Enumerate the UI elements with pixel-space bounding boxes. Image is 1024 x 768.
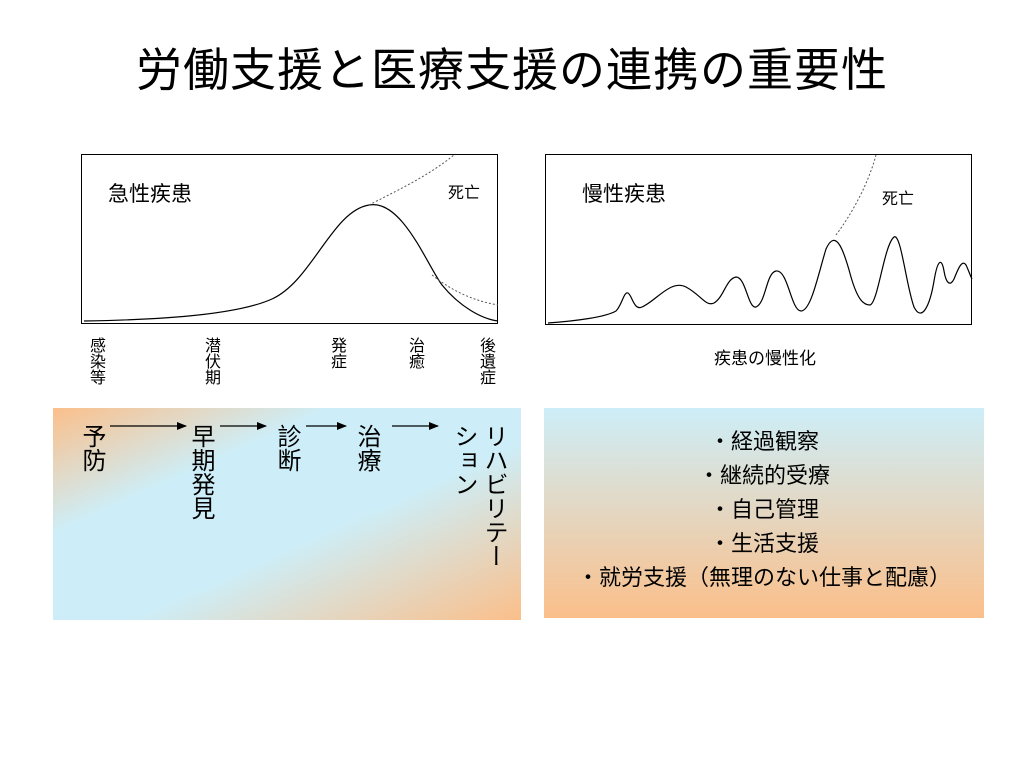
sequelae-dotted-line	[431, 274, 499, 306]
stage-infection: 感染等	[87, 337, 106, 385]
step-diagnosis: 診断	[273, 424, 301, 472]
chronic-disease-label: 慢性疾患	[582, 182, 666, 206]
chronic-care-box	[544, 408, 984, 618]
stage-incubation: 潜伏期	[202, 337, 221, 385]
step-treatment: 治療	[353, 424, 381, 472]
chronic-caption: 疾患の慢性化	[714, 349, 816, 369]
chronic-disease-curve-svg	[547, 155, 973, 324]
chronic-care-list: ・経過観察 ・継続的受療 ・自己管理 ・生活支援 ・就労支援（無理のない仕事と配…	[544, 426, 984, 596]
step-prevention: 予防	[78, 424, 106, 472]
step-rehabilitation: リハビリテーション	[450, 424, 508, 568]
chronic-disease-curve	[547, 236, 973, 324]
care-item-self-management: ・自己管理	[708, 498, 819, 523]
care-item-continuous-treatment: ・継続的受療	[697, 464, 830, 489]
death-dotted-line	[368, 155, 455, 206]
stage-recovery: 治癒	[406, 337, 425, 369]
acute-care-flow-box	[53, 408, 521, 620]
care-item-life-support: ・生活支援	[708, 532, 819, 557]
acute-disease-label: 急性疾患	[108, 182, 192, 206]
chronic-death-dotted-line	[835, 155, 877, 236]
acute-disease-curve-svg	[83, 155, 499, 322]
chronic-disease-chart: 慢性疾患 死亡	[545, 154, 973, 325]
slide-title: 労働支援と医療支援の連携の重要性	[136, 43, 888, 97]
acute-disease-curve	[83, 204, 499, 322]
step-early-detection: 早期発見	[187, 424, 215, 520]
care-item-observation: ・経過観察	[708, 430, 819, 455]
acute-death-label: 死亡	[448, 183, 481, 202]
chronic-death-label: 死亡	[882, 189, 915, 208]
care-item-employment-support: ・就労支援（無理のない仕事と配慮）	[576, 566, 951, 591]
acute-disease-chart: 急性疾患 死亡	[81, 154, 499, 324]
stage-sequelae: 後遺症	[477, 337, 496, 385]
stage-onset: 発症	[328, 337, 347, 369]
